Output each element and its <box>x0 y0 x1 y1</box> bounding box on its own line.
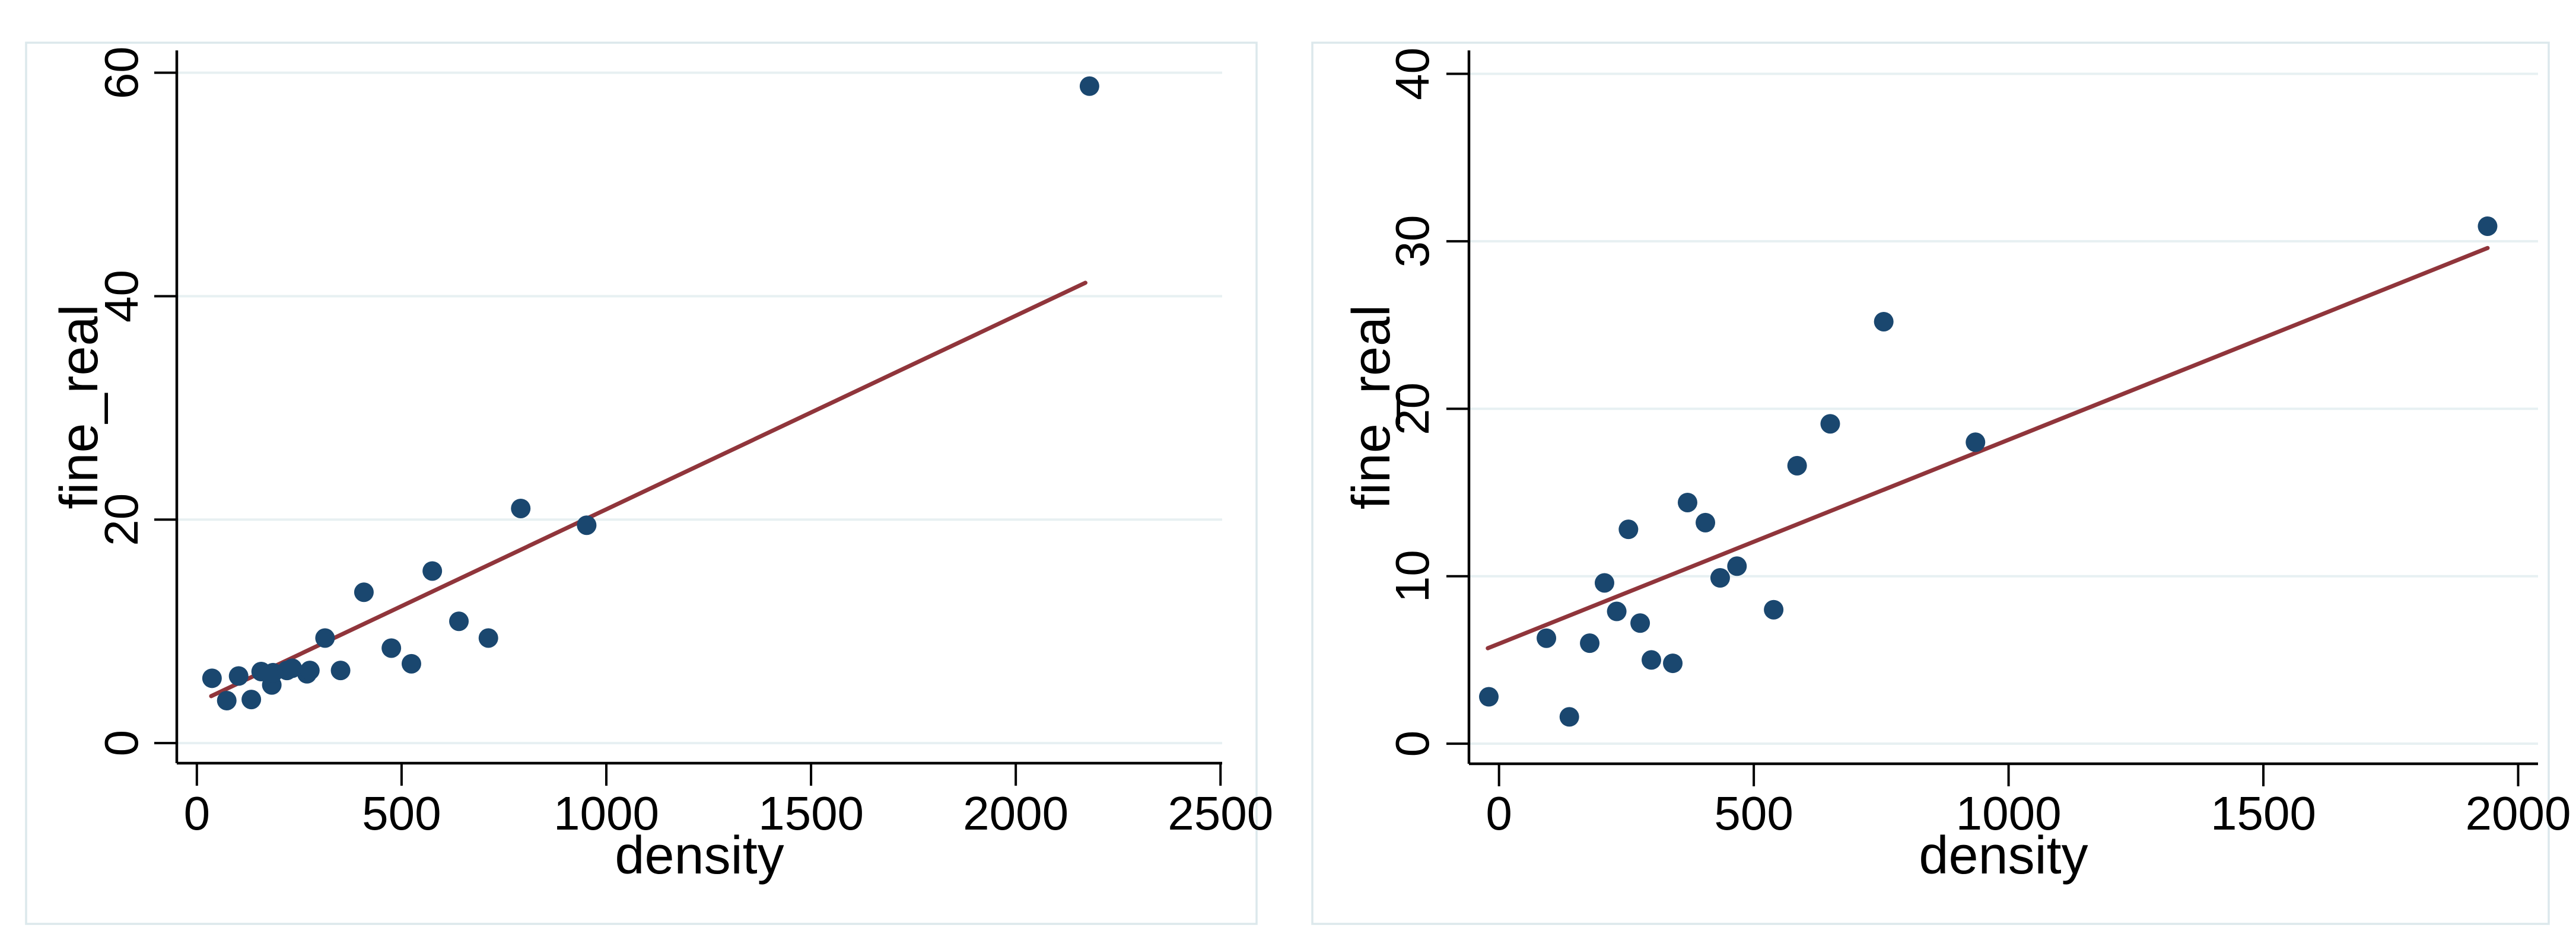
data-point <box>315 628 335 648</box>
data-point <box>300 661 320 681</box>
y-tick-label: 20 <box>95 493 148 546</box>
data-point <box>381 638 402 658</box>
x-tick-label: 1000 <box>554 787 659 840</box>
data-point <box>577 515 597 535</box>
x-tick-label: 1000 <box>1956 787 2062 840</box>
data-point <box>1663 653 1683 674</box>
y-tick-label: 10 <box>1386 550 1439 602</box>
x-tick-label: 500 <box>1714 787 1793 840</box>
x-tick-label: 0 <box>1486 787 1512 840</box>
panel-border <box>25 42 1258 925</box>
y-tick-label: 60 <box>95 46 148 99</box>
data-point <box>282 658 303 678</box>
data-point <box>228 666 249 686</box>
data-point <box>354 582 374 602</box>
data-point <box>1641 650 1661 670</box>
data-point <box>1594 573 1614 593</box>
data-point <box>1820 414 1840 434</box>
data-point <box>241 690 262 710</box>
data-point <box>217 690 237 710</box>
x-tick-label: 2500 <box>1168 787 1273 840</box>
data-point <box>202 668 222 688</box>
y-tick-label: 0 <box>1386 731 1439 757</box>
y-tick-label: 40 <box>95 270 148 323</box>
data-point <box>1787 455 1807 476</box>
panel-border <box>1311 42 2550 925</box>
panel-left: 0 500 1000 1500 2000 2500 0 20 40 60 density fine_r… <box>25 42 1273 925</box>
panel-right: 0 500 1000 1500 2000 0 10 20 30 40 density fine_rea… <box>1311 42 2571 925</box>
data-point <box>1874 311 1894 331</box>
y-tick-label: 40 <box>1386 47 1439 100</box>
data-point <box>1079 76 1099 96</box>
data-point <box>1618 519 1639 540</box>
data-point <box>1607 601 1627 621</box>
data-point <box>1727 556 1747 576</box>
data-point <box>478 628 498 648</box>
x-axis-title: density <box>1919 826 2088 885</box>
data-point <box>2478 216 2498 237</box>
data-point <box>1537 628 1557 648</box>
y-tick-label: 20 <box>1386 382 1439 435</box>
fit-line <box>209 280 1087 699</box>
data-point <box>330 661 351 681</box>
data-point <box>401 653 421 674</box>
data-point <box>1710 568 1730 588</box>
x-tick-label: 1500 <box>758 787 864 840</box>
data-point <box>1677 492 1697 512</box>
x-tick-label: 500 <box>362 787 441 840</box>
x-tick-label: 2000 <box>963 787 1068 840</box>
data-point <box>422 561 443 581</box>
data-point <box>1696 512 1716 533</box>
data-point <box>449 611 469 632</box>
fit-line <box>1486 245 2490 651</box>
y-tick-label: 0 <box>95 730 148 757</box>
y-axis-title: fine_real <box>50 304 109 509</box>
data-point <box>1478 687 1499 707</box>
data-point <box>1764 600 1784 620</box>
x-tick-label: 2000 <box>2466 787 2571 840</box>
data-point <box>1559 707 1579 727</box>
y-tick-label: 30 <box>1386 215 1439 267</box>
y-axis-title: fine_real <box>1342 305 1401 509</box>
x-tick-label: 0 <box>184 787 211 840</box>
x-axis-title: density <box>615 826 784 885</box>
x-tick-label: 1500 <box>2211 787 2316 840</box>
data-point <box>1966 432 1986 452</box>
data-point <box>1580 633 1600 653</box>
data-point <box>511 498 531 518</box>
data-point <box>1630 613 1650 633</box>
